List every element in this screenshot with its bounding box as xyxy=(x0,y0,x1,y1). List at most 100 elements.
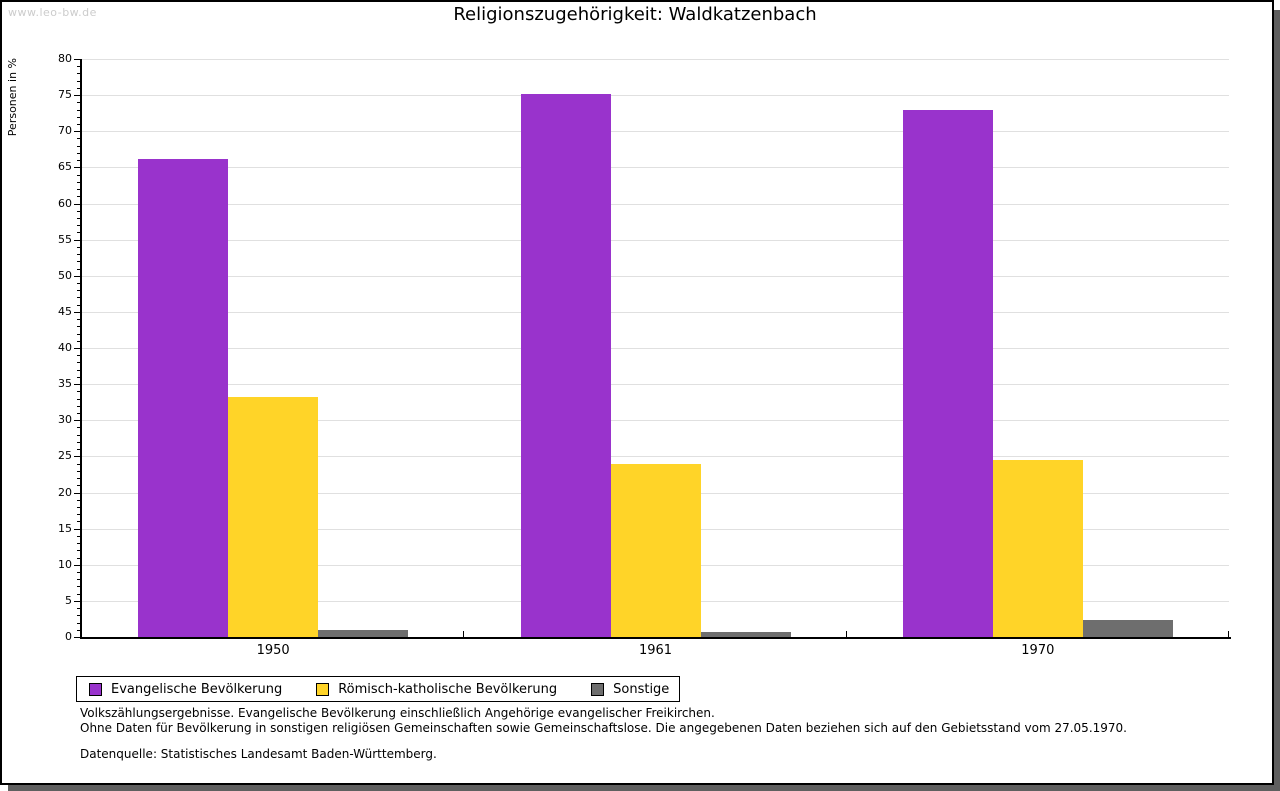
gridline xyxy=(82,348,1229,349)
x-axis-line xyxy=(80,637,1231,639)
data-source-text: Datenquelle: Statistisches Landesamt Bad… xyxy=(80,747,437,761)
legend-swatch-icon xyxy=(591,682,605,696)
y-minor-tick xyxy=(77,246,80,248)
bar-1961-series-2 xyxy=(700,631,791,637)
y-minor-tick xyxy=(77,478,80,480)
gridline xyxy=(82,131,1229,133)
y-minor-tick xyxy=(77,463,80,465)
legend-swatch-icon xyxy=(89,682,102,696)
y-tick-label: 35 xyxy=(58,377,72,391)
legend: Evangelische Bevölkerung Römisch-katholis… xyxy=(76,676,680,702)
y-major-tick xyxy=(74,59,80,60)
y-major-tick xyxy=(74,384,80,386)
y-major-tick xyxy=(74,600,80,602)
y-minor-tick xyxy=(77,210,80,212)
y-minor-tick xyxy=(77,116,80,118)
x-category-label: 1961 xyxy=(638,643,673,658)
y-axis-line xyxy=(80,59,82,639)
y-minor-tick xyxy=(77,376,80,378)
y-minor-tick xyxy=(77,152,80,154)
y-minor-tick xyxy=(77,181,80,183)
bar-1970-series-0 xyxy=(902,109,993,637)
y-major-tick xyxy=(74,275,80,277)
y-minor-tick xyxy=(77,138,80,140)
y-tick-label: 20 xyxy=(58,485,72,499)
bar-1950-series-0 xyxy=(138,159,229,637)
y-minor-tick xyxy=(77,434,80,436)
footnote-text: Volkszählungsergebnisse. Evangelische Be… xyxy=(80,706,1127,736)
y-tick-label: 60 xyxy=(58,196,72,210)
y-minor-tick xyxy=(77,521,80,523)
y-major-tick xyxy=(74,95,80,97)
gridline xyxy=(82,384,1229,386)
y-minor-tick xyxy=(77,369,80,371)
legend-item-2: Sonstige xyxy=(591,682,669,697)
y-minor-tick xyxy=(77,66,80,68)
y-minor-tick xyxy=(77,543,80,545)
y-major-tick xyxy=(74,239,80,241)
gridline xyxy=(82,59,1229,60)
bar-1950-series-1 xyxy=(228,397,319,637)
y-minor-tick xyxy=(77,326,80,328)
y-minor-tick xyxy=(77,499,80,501)
y-major-tick xyxy=(74,456,80,458)
y-tick-label: 75 xyxy=(58,88,72,102)
y-tick-label: 80 xyxy=(58,52,72,65)
y-minor-tick xyxy=(77,340,80,342)
y-minor-tick xyxy=(77,282,80,284)
y-minor-tick xyxy=(77,622,80,624)
bar-1970-series-1 xyxy=(992,459,1083,637)
x-boundary-tick xyxy=(1228,631,1229,637)
y-major-tick xyxy=(74,420,80,422)
y-tick-label: 65 xyxy=(58,160,72,174)
y-minor-tick xyxy=(77,535,80,537)
y-major-tick xyxy=(74,564,80,566)
y-minor-tick xyxy=(77,398,80,400)
y-minor-tick xyxy=(77,232,80,234)
y-minor-tick xyxy=(77,586,80,588)
gridline xyxy=(82,167,1229,169)
x-boundary-tick xyxy=(463,631,465,637)
legend-label: Römisch-katholische Bevölkerung xyxy=(338,681,558,697)
chart-title: Religionszugehörigkeit: Waldkatzenbach xyxy=(453,4,817,25)
y-minor-tick xyxy=(77,405,80,407)
y-tick-label: 40 xyxy=(58,341,72,354)
y-minor-tick xyxy=(77,297,80,299)
y-minor-tick xyxy=(77,109,80,111)
y-minor-tick xyxy=(77,254,80,256)
gridline xyxy=(82,456,1229,458)
x-boundary-tick xyxy=(845,631,847,637)
y-tick-label: 50 xyxy=(58,268,72,282)
bar-1950-series-2 xyxy=(318,630,409,637)
y-minor-tick xyxy=(77,470,80,472)
y-minor-tick xyxy=(77,304,80,306)
y-minor-tick xyxy=(77,608,80,610)
y-minor-tick xyxy=(77,290,80,292)
y-tick-label: 70 xyxy=(58,124,72,138)
y-tick-label: 0 xyxy=(65,630,72,643)
y-minor-tick xyxy=(77,261,80,263)
y-major-tick xyxy=(74,637,80,638)
y-minor-tick xyxy=(77,413,80,415)
y-major-tick xyxy=(74,311,80,313)
y-tick-label: 55 xyxy=(58,232,72,246)
y-minor-tick xyxy=(77,427,80,429)
y-tick-label: 30 xyxy=(58,413,72,427)
y-minor-tick xyxy=(77,87,80,89)
y-minor-tick xyxy=(77,557,80,559)
gridline xyxy=(82,203,1229,205)
y-minor-tick xyxy=(77,629,80,631)
gridline xyxy=(82,275,1229,277)
y-minor-tick xyxy=(77,449,80,451)
y-major-tick xyxy=(74,131,80,133)
y-minor-tick xyxy=(77,225,80,227)
y-major-tick xyxy=(74,528,80,530)
y-major-tick xyxy=(74,348,80,349)
y-minor-tick xyxy=(77,571,80,573)
y-tick-label: 15 xyxy=(58,521,72,535)
gridline xyxy=(82,311,1229,313)
y-minor-tick xyxy=(77,593,80,595)
bar-1961-series-0 xyxy=(520,93,611,637)
y-minor-tick xyxy=(77,268,80,270)
footnote-line-2: Ohne Daten für Bevölkerung in sonstigen … xyxy=(80,721,1127,735)
